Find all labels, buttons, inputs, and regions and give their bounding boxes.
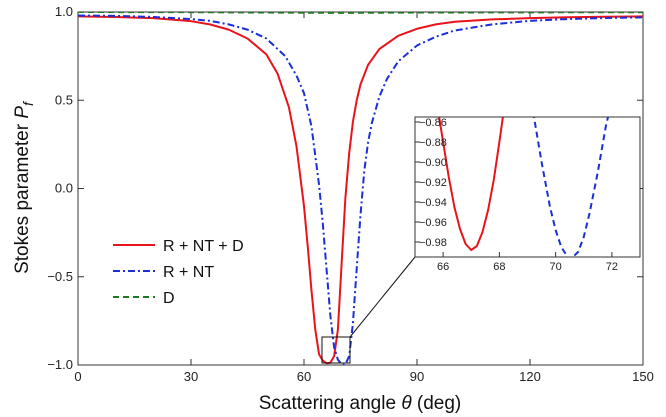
- inset-y-tick-label: −0.86: [419, 117, 447, 129]
- x-tick-label: 0: [74, 369, 81, 384]
- x-axis-label: Scattering angle θ (deg): [259, 393, 462, 414]
- inset-axis-ticks: 66 68 70 72 −0.98 −0.96 −0.94 −0.92 −0.90 −0.88 −0…: [415, 117, 618, 273]
- y-tick-label: −0.5: [47, 269, 73, 284]
- inset-y-tick-label: −0.88: [419, 137, 447, 149]
- inset-x-tick-label: 66: [437, 261, 449, 273]
- y-tick-label: −1.0: [47, 357, 73, 372]
- zoom-connector: [349, 256, 416, 338]
- main-series-group: [78, 12, 643, 365]
- main-axis-ticks: 0 30 60 90 120 150 −1.0 −0.5 0.0 0.5 1.0: [47, 4, 654, 384]
- inset-x-tick-label: 72: [606, 261, 618, 273]
- x-tick-label: 90: [410, 369, 424, 384]
- y-tick-label: 0.5: [55, 92, 73, 107]
- x-tick-label: 60: [297, 369, 311, 384]
- y-tick-label: 1.0: [55, 4, 73, 19]
- inset-y-tick-label: −0.92: [419, 177, 447, 189]
- series-d-line: [78, 12, 643, 14]
- x-tick-label: 150: [632, 369, 654, 384]
- x-tick-label: 30: [184, 369, 198, 384]
- legend-label-r-nt-d: R + NT + D: [163, 238, 244, 255]
- y-tick-label: 0.0: [55, 181, 73, 196]
- inset-series-r-nt-d-line: [438, 117, 504, 251]
- legend: R + NT + D R + NT D: [113, 238, 244, 307]
- inset-background: [415, 117, 640, 257]
- inset-y-tick-label: −0.94: [419, 197, 447, 209]
- inset-series-r-nt-line: [532, 117, 610, 257]
- legend-label-d: D: [163, 290, 175, 307]
- inset-x-tick-label: 70: [550, 261, 562, 273]
- x-tick-label: 120: [519, 369, 541, 384]
- series-r-nt-line: [78, 14, 643, 365]
- inset-series-group: [438, 117, 610, 257]
- y-axis-label: Stokes parameter Pf: [12, 100, 36, 274]
- inset-x-tick-label: 68: [493, 261, 505, 273]
- legend-label-r-nt: R + NT: [163, 264, 214, 281]
- inset-y-tick-label: −0.96: [419, 217, 447, 229]
- inset-frame: [414, 116, 641, 258]
- inset-y-tick-label: −0.98: [419, 237, 447, 249]
- series-r-nt-d-line: [78, 15, 643, 365]
- inset-y-tick-label: −0.90: [419, 157, 447, 169]
- zoom-box: [321, 336, 351, 364]
